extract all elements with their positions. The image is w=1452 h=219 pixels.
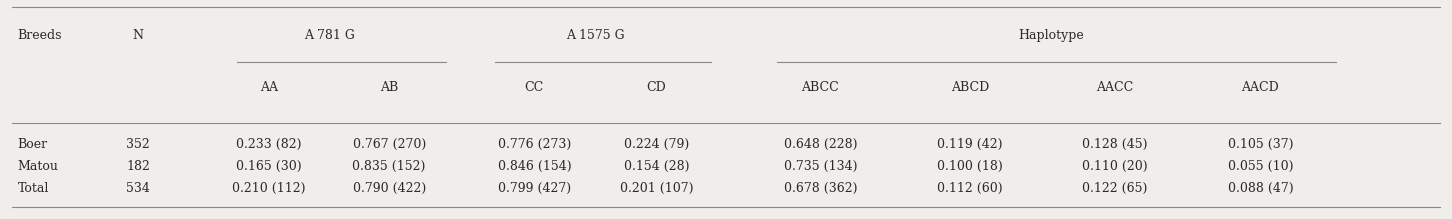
Text: 0.735 (134): 0.735 (134) — [784, 160, 857, 173]
Text: 0.799 (427): 0.799 (427) — [498, 182, 571, 195]
Text: Boer: Boer — [17, 138, 48, 151]
Text: Haplotype: Haplotype — [1018, 28, 1085, 42]
Text: AACD: AACD — [1241, 81, 1279, 94]
Text: A 781 G: A 781 G — [303, 28, 356, 42]
Text: 0.846 (154): 0.846 (154) — [498, 160, 571, 173]
Text: 0.110 (20): 0.110 (20) — [1082, 160, 1149, 173]
Text: 0.776 (273): 0.776 (273) — [498, 138, 571, 151]
Text: 0.648 (228): 0.648 (228) — [784, 138, 857, 151]
Text: 0.224 (79): 0.224 (79) — [624, 138, 688, 151]
Text: N: N — [132, 28, 144, 42]
Text: 0.122 (65): 0.122 (65) — [1082, 182, 1149, 195]
Text: 534: 534 — [126, 182, 150, 195]
Text: A 1575 G: A 1575 G — [566, 28, 624, 42]
Text: 182: 182 — [126, 160, 150, 173]
Text: ABCD: ABCD — [951, 81, 989, 94]
Text: 0.210 (112): 0.210 (112) — [232, 182, 305, 195]
Text: AA: AA — [260, 81, 277, 94]
Text: CD: CD — [646, 81, 666, 94]
Text: AACC: AACC — [1096, 81, 1134, 94]
Text: Matou: Matou — [17, 160, 58, 173]
Text: CC: CC — [524, 81, 544, 94]
Text: 0.055 (10): 0.055 (10) — [1227, 160, 1294, 173]
Text: Total: Total — [17, 182, 49, 195]
Text: 0.119 (42): 0.119 (42) — [937, 138, 1003, 151]
Text: 352: 352 — [126, 138, 150, 151]
Text: 0.154 (28): 0.154 (28) — [623, 160, 690, 173]
Text: 0.233 (82): 0.233 (82) — [235, 138, 302, 151]
Text: 0.105 (37): 0.105 (37) — [1227, 138, 1294, 151]
Text: 0.165 (30): 0.165 (30) — [235, 160, 302, 173]
Text: 0.100 (18): 0.100 (18) — [937, 160, 1003, 173]
Text: 0.201 (107): 0.201 (107) — [620, 182, 693, 195]
Text: 0.678 (362): 0.678 (362) — [784, 182, 857, 195]
Text: 0.790 (422): 0.790 (422) — [353, 182, 425, 195]
Text: 0.112 (60): 0.112 (60) — [937, 182, 1003, 195]
Text: ABCC: ABCC — [802, 81, 839, 94]
Text: 0.767 (270): 0.767 (270) — [353, 138, 425, 151]
Text: 0.835 (152): 0.835 (152) — [353, 160, 425, 173]
Text: 0.088 (47): 0.088 (47) — [1227, 182, 1294, 195]
Text: AB: AB — [380, 81, 398, 94]
Text: 0.128 (45): 0.128 (45) — [1082, 138, 1149, 151]
Text: Breeds: Breeds — [17, 28, 62, 42]
